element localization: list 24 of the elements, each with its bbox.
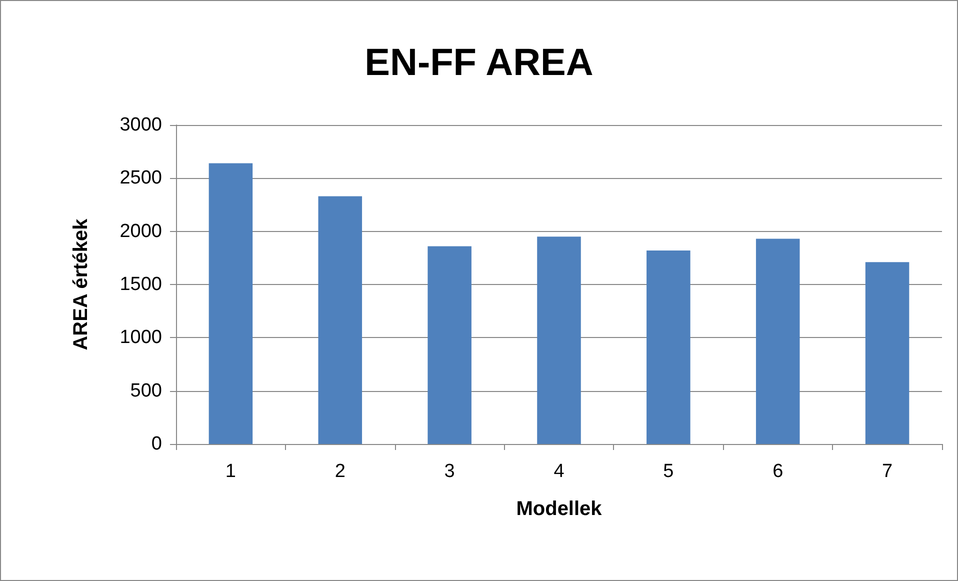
y-tick-label: 500	[130, 380, 162, 402]
chart-title: EN-FF AREA	[364, 42, 594, 84]
y-axis-title: AREA értékek	[70, 218, 92, 350]
x-tick-label: 6	[772, 461, 784, 482]
bar	[208, 163, 253, 444]
x-tick-label: 7	[882, 461, 893, 482]
y-tick-label: 2500	[120, 168, 162, 189]
x-tick-label: 2	[334, 461, 346, 482]
y-tick-label: 1500	[120, 274, 162, 295]
y-tick-label: 1000	[120, 327, 162, 348]
x-tick-label: 5	[663, 461, 674, 482]
y-tick-label: 3000	[120, 114, 162, 136]
x-axis-title: Modellek	[516, 498, 603, 520]
y-tick-label: 0	[151, 434, 162, 454]
x-tick-label: 3	[444, 461, 455, 482]
bar	[865, 262, 910, 444]
bar	[756, 238, 800, 444]
bar	[318, 196, 362, 444]
bar	[428, 246, 472, 444]
y-tick-label: 2000	[120, 220, 162, 242]
x-tick-label: 1	[225, 461, 236, 482]
bar	[646, 250, 690, 444]
bar	[537, 236, 581, 444]
x-tick-label: 4	[554, 461, 565, 482]
